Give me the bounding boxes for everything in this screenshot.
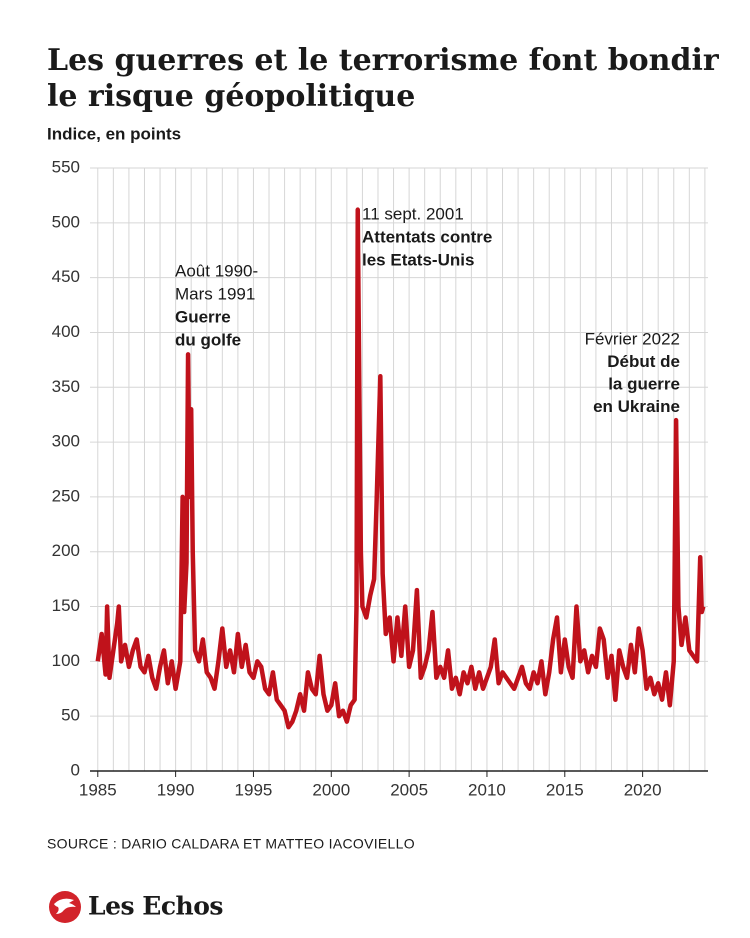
annotation: du golfe [175, 330, 241, 349]
source: SOURCE : DARIO CALDARA ET MATTEO IACOVIE… [47, 836, 415, 852]
y-tick-label: 0 [71, 760, 80, 779]
y-tick-label: 250 [52, 486, 80, 505]
y-tick-label: 200 [52, 541, 80, 560]
annotation: 11 sept. 2001 [362, 204, 464, 223]
x-tick-label: 2000 [312, 780, 350, 799]
y-tick-label: 350 [52, 377, 80, 396]
subtitle: Indice, en points [47, 124, 181, 143]
brand: Les Echos [88, 892, 223, 921]
logo-bird [54, 898, 76, 914]
x-tick-label: 2015 [546, 780, 584, 799]
x-tick-label: 2010 [468, 780, 506, 799]
x-tick-label: 1985 [79, 780, 117, 799]
chart-title: le risque géopolitique [47, 79, 415, 114]
y-tick-label: 550 [52, 157, 80, 176]
data-line [95, 207, 706, 730]
y-tick-label: 400 [52, 322, 80, 341]
y-tick-label: 500 [52, 212, 80, 231]
annotation: Attentats contre [362, 227, 492, 246]
y-tick-label: 450 [52, 267, 80, 286]
annotation: les Etats-Unis [362, 250, 474, 269]
y-tick-label: 50 [61, 706, 80, 725]
annotation: en Ukraine [593, 397, 680, 416]
x-tick-label: 2020 [624, 780, 662, 799]
logo-icon [49, 891, 81, 923]
annotation: Mars 1991 [175, 284, 255, 303]
x-tick-label: 2005 [390, 780, 428, 799]
annotation: la guerre [608, 374, 680, 393]
y-tick-label: 150 [52, 596, 80, 615]
chart-title: Les guerres et le terrorisme font bondir [47, 43, 720, 78]
annotation: Février 2022 [585, 329, 680, 348]
x-tick-label: 1990 [157, 780, 195, 799]
annotation: Début de [607, 352, 680, 371]
annotation: Août 1990- [175, 261, 258, 280]
x-tick-label: 1995 [235, 780, 273, 799]
y-tick-label: 300 [52, 432, 80, 451]
annotation: Guerre [175, 307, 231, 326]
y-tick-label: 100 [52, 651, 80, 670]
